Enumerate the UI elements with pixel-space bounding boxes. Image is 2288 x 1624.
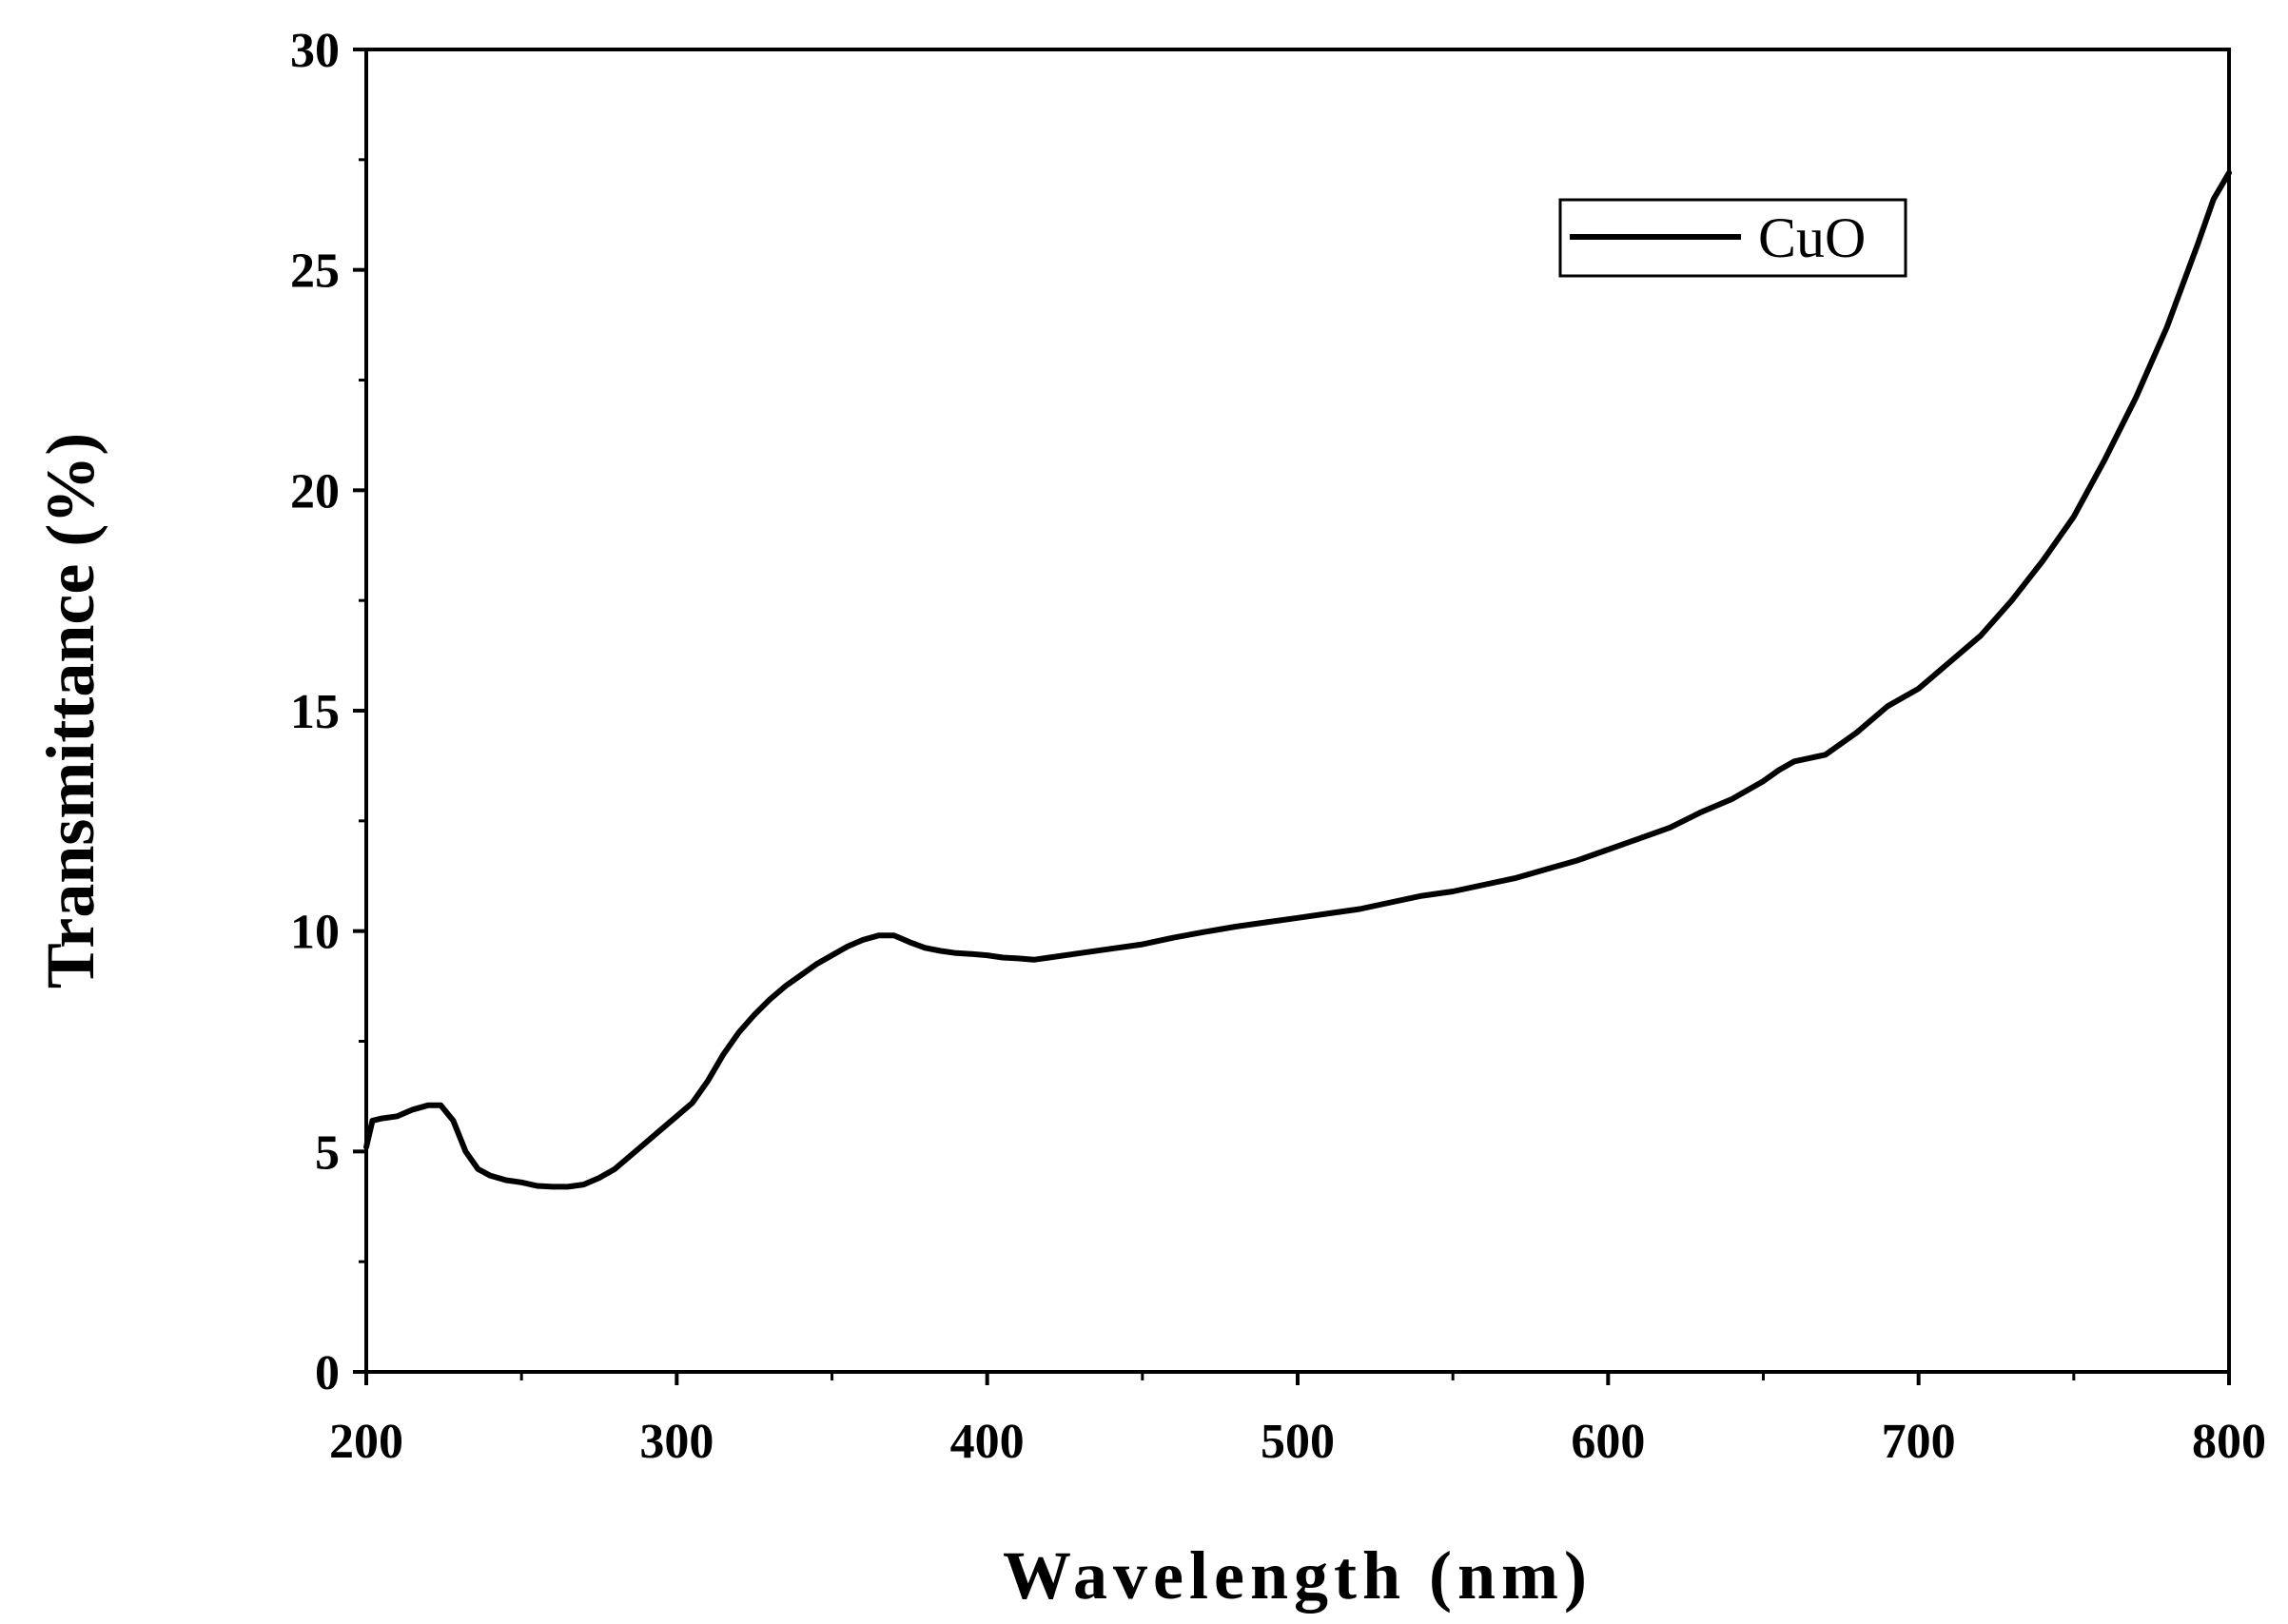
x-tick-label: 800 (2192, 1415, 2266, 1469)
x-tick-label: 200 (329, 1415, 403, 1469)
x-tick-label: 700 (1882, 1415, 1956, 1469)
y-tick-label: 20 (290, 464, 340, 519)
x-axis-ticks: 200 300 400 500 600 700 800 (329, 1372, 2266, 1469)
y-tick-label: 5 (315, 1125, 340, 1180)
y-axis-title: Transmittance (%) (32, 433, 108, 989)
legend: CuO (1558, 198, 1907, 278)
y-tick-label: 30 (290, 24, 340, 78)
x-tick-label: 600 (1571, 1415, 1645, 1469)
y-tick-label: 0 (315, 1346, 340, 1400)
x-axis-title: Wavelength (nm) (1003, 1537, 1593, 1614)
plot-frame (364, 48, 2231, 1374)
legend-label-cuo: CuO (1758, 206, 1866, 269)
x-tick-label: 400 (950, 1415, 1025, 1469)
y-tick-label: 10 (290, 906, 340, 960)
y-tick-label: 25 (290, 245, 340, 299)
y-tick-label: 15 (290, 685, 340, 739)
series-line-cuo (363, 169, 2232, 1190)
y-axis-ticks: 0 5 10 15 20 25 30 (290, 24, 366, 1400)
x-tick-label: 300 (639, 1415, 714, 1469)
x-tick-label: 500 (1261, 1415, 1335, 1469)
